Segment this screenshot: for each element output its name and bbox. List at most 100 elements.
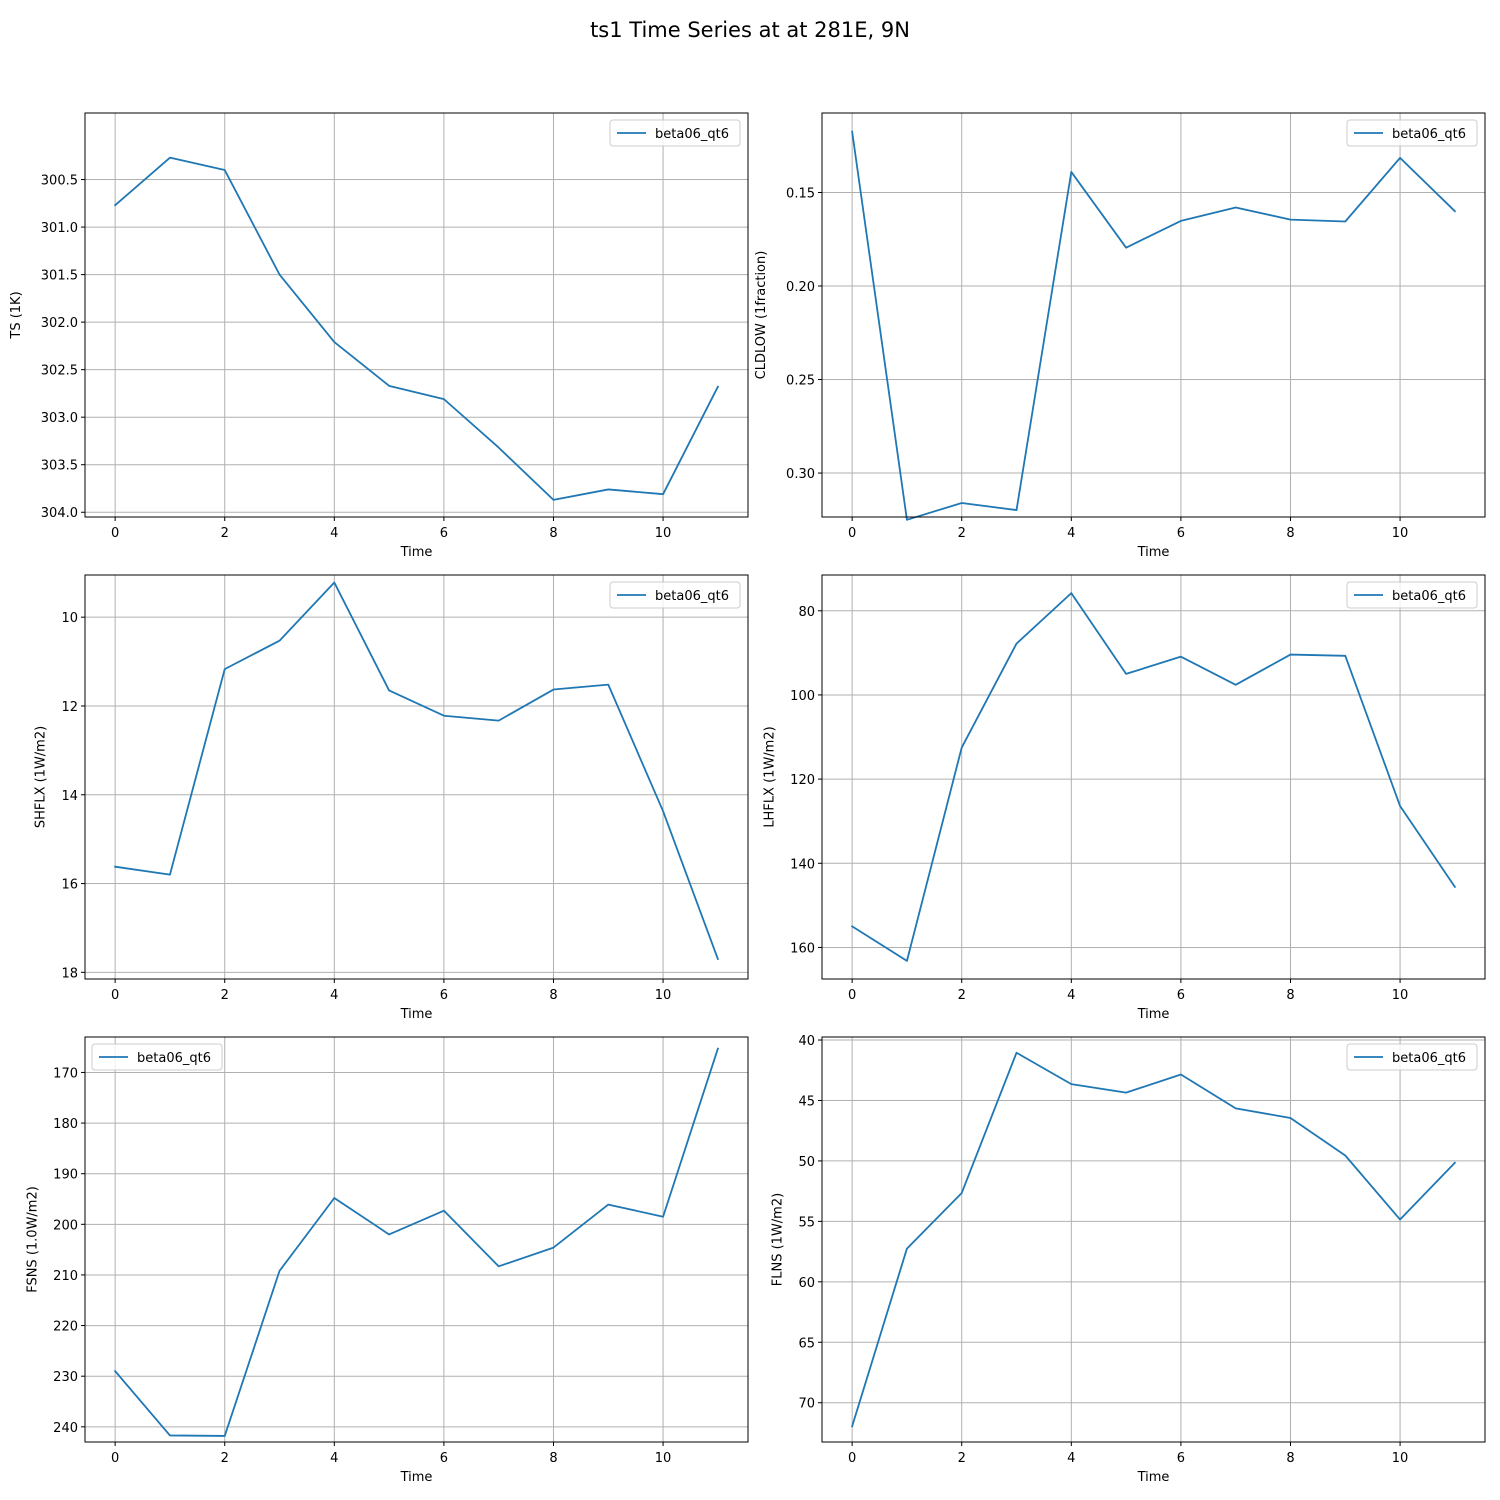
x-tick-label: 0 (848, 1451, 856, 1466)
x-tick-label: 10 (1392, 526, 1409, 541)
series-line-1 (850, 592, 1457, 962)
x-tick-label: 8 (549, 988, 557, 1003)
series-line-1 (114, 581, 720, 961)
legend-label: beta06_qt6 (1392, 1051, 1466, 1066)
legend: beta06_qt6 (91, 1043, 223, 1071)
legend-box (609, 581, 741, 609)
y-tick-label: 60 (798, 1276, 815, 1291)
x-tick-label: 2 (221, 526, 229, 541)
legend: beta06_qt6 (1346, 1043, 1478, 1071)
legend-box (609, 119, 741, 147)
subplot-5: 0 2 4 6 8 10 170 180 190 200 210 220 230 240 Time FSNS … (25, 1036, 749, 1485)
x-tick-label: 4 (1067, 1451, 1075, 1466)
x-axis-label: Time (1137, 1007, 1170, 1022)
legend: beta06_qt6 (609, 581, 741, 609)
axes-frame (821, 574, 1486, 980)
legend: beta06_qt6 (1346, 119, 1478, 147)
x-tick-label: 0 (111, 1451, 119, 1466)
x-tick-label: 4 (330, 988, 338, 1003)
x-axis-label: Time (400, 1007, 433, 1022)
y-axis-label: FLNS (1W/m2) (771, 1193, 786, 1286)
y-tick-label: 240 (53, 1421, 78, 1436)
x-tick-label: 6 (440, 988, 448, 1003)
legend-label: beta06_qt6 (1392, 127, 1466, 142)
x-tick-label: 0 (111, 988, 119, 1003)
y-tick-label: 304.0 (41, 506, 78, 521)
y-tick-label: 160 (790, 941, 815, 956)
x-tick-label: 2 (958, 526, 966, 541)
x-tick-label: 6 (1177, 526, 1185, 541)
y-tick-label: 18 (61, 966, 78, 981)
y-tick-label: 303.0 (41, 411, 78, 426)
y-axis-label: FSNS (1.0W/m2) (25, 1186, 40, 1293)
x-tick-label: 0 (111, 526, 119, 541)
legend: beta06_qt6 (609, 119, 741, 147)
y-tick-label: 14 (61, 789, 78, 804)
x-axis-label: Time (400, 545, 433, 560)
series-line-1 (851, 130, 1457, 521)
legend-label: beta06_qt6 (655, 589, 729, 604)
x-tick-label: 10 (1392, 988, 1409, 1003)
x-axis-label: Time (400, 1470, 433, 1485)
y-axis-label: CLDLOW (1fraction) (754, 251, 769, 380)
x-tick-label: 8 (549, 1451, 557, 1466)
subplot-2: 0 2 4 6 8 10 0.15 0.20 0.25 0.30 Time CLDLOW (1frac… (754, 112, 1486, 560)
y-tick-label: 220 (53, 1320, 78, 1335)
subplot-6: 0 2 4 6 8 10 40 45 50 55 60 65 70 Time FLNS (1W/m2) bet… (771, 1034, 1486, 1485)
x-tick-label: 2 (958, 988, 966, 1003)
y-tick-label: 12 (61, 700, 78, 715)
x-tick-label: 8 (1286, 988, 1294, 1003)
x-tick-label: 4 (1067, 526, 1075, 541)
series-line-1 (851, 1051, 1457, 1428)
y-tick-label: 303.5 (41, 459, 78, 474)
legend: beta06_qt6 (1346, 581, 1478, 609)
y-axis-label: LHFLX (1W/m2) (762, 726, 777, 827)
y-tick-label: 10 (61, 611, 78, 626)
x-tick-label: 4 (1067, 988, 1075, 1003)
y-tick-label: 210 (53, 1269, 78, 1284)
y-tick-label: 0.20 (786, 280, 815, 295)
y-tick-label: 16 (61, 878, 78, 893)
x-tick-label: 2 (221, 988, 229, 1003)
x-tick-label: 4 (330, 1451, 338, 1466)
subplot-3: 0 2 4 6 8 10 10 12 14 16 18 Time SHFLX (1W/m2) beta06… (34, 574, 749, 1022)
legend-box (1346, 1043, 1478, 1071)
x-tick-label: 0 (848, 526, 856, 541)
y-tick-label: 0.25 (786, 374, 815, 389)
x-tick-label: 6 (1177, 1451, 1185, 1466)
y-tick-label: 100 (790, 689, 815, 704)
y-tick-label: 180 (53, 1117, 78, 1132)
subplot-grid: 0 2 4 6 8 10 300.5 301.0 301.5 302.0 302.5 303.0 303… (9, 112, 1486, 1485)
y-tick-label: 50 (798, 1155, 815, 1170)
y-tick-label: 65 (798, 1336, 815, 1351)
y-tick-label: 302.5 (41, 364, 78, 379)
x-tick-label: 0 (848, 988, 856, 1003)
y-tick-label: 55 (798, 1215, 815, 1230)
x-tick-label: 6 (1177, 988, 1185, 1003)
x-tick-label: 2 (221, 1451, 229, 1466)
y-tick-label: 80 (798, 605, 815, 620)
x-tick-label: 8 (1286, 526, 1294, 541)
legend-box (91, 1043, 223, 1071)
legend-label: beta06_qt6 (137, 1051, 211, 1066)
x-tick-label: 10 (655, 526, 672, 541)
y-axis-label: SHFLX (1W/m2) (34, 726, 49, 828)
axes-frame (84, 1036, 749, 1443)
x-tick-label: 10 (655, 988, 672, 1003)
y-tick-label: 230 (53, 1370, 78, 1385)
y-tick-label: 0.15 (786, 186, 815, 201)
x-tick-label: 2 (958, 1451, 966, 1466)
y-tick-label: 140 (790, 857, 815, 872)
figure-title: ts1 Time Series at at 281E, 9N (590, 18, 910, 42)
x-tick-label: 10 (1392, 1451, 1409, 1466)
axes-frame (821, 112, 1486, 518)
y-tick-label: 170 (53, 1066, 78, 1081)
y-tick-label: 70 (798, 1397, 815, 1412)
subplot-4: 0 2 4 6 8 10 80 100 120 140 160 Time LHFLX (1W/m2) be… (762, 574, 1486, 1022)
x-tick-label: 8 (549, 526, 557, 541)
y-tick-label: 120 (790, 773, 815, 788)
subplot-1: 0 2 4 6 8 10 300.5 301.0 301.5 302.0 302.5 303.0 303… (9, 112, 749, 560)
x-tick-label: 4 (330, 526, 338, 541)
